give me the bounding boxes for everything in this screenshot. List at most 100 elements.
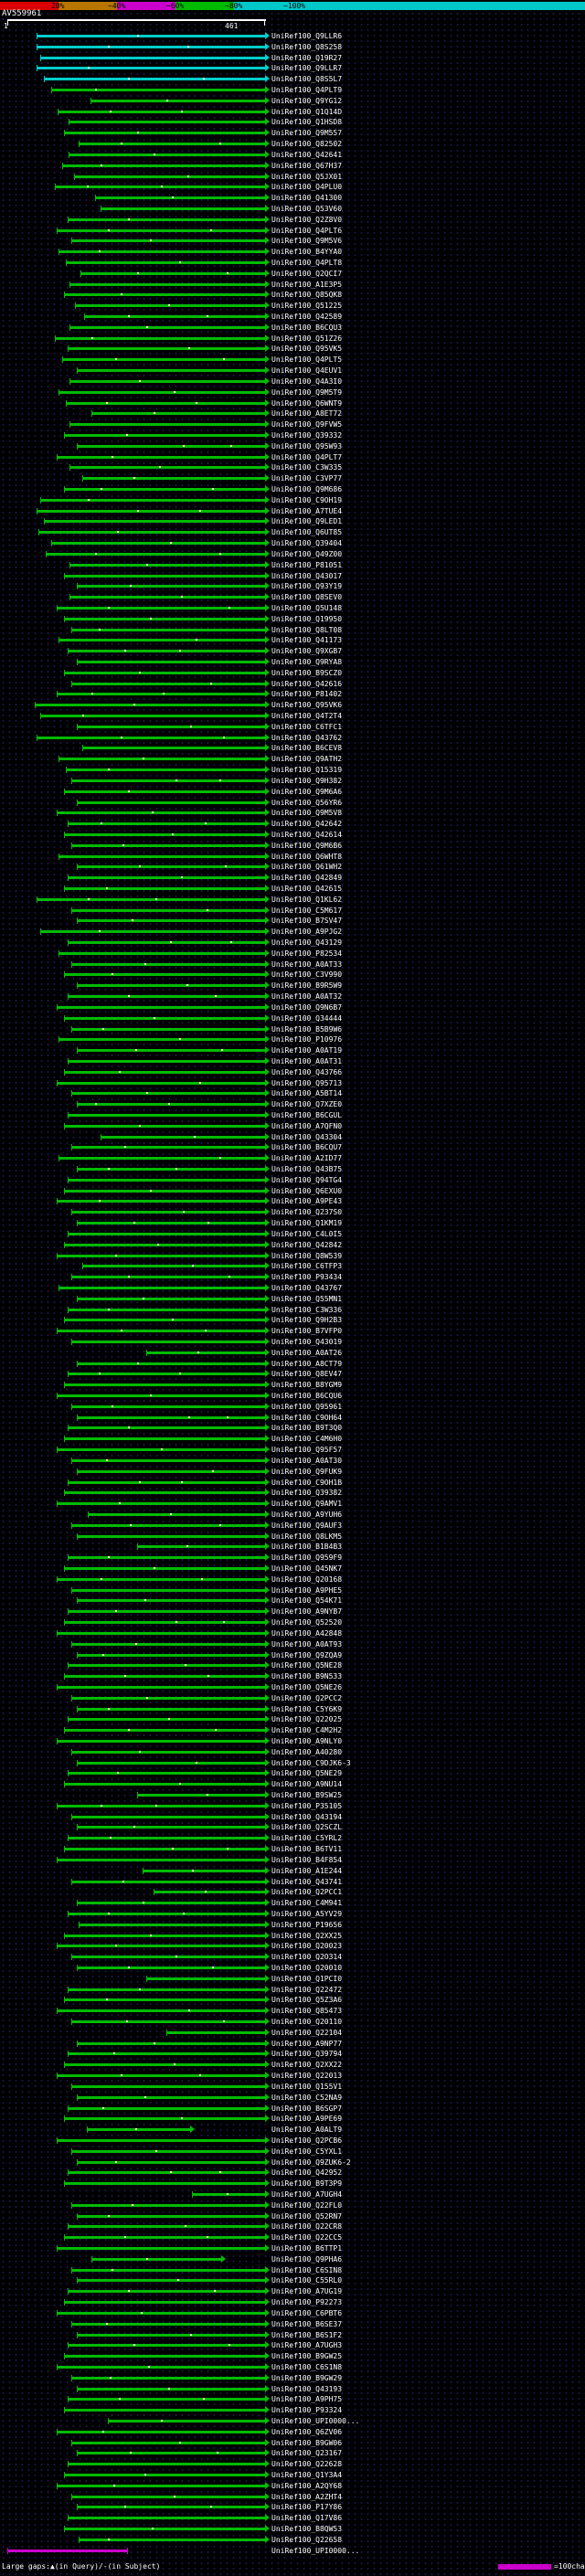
hit-bar[interactable] — [56, 2074, 265, 2078]
hit-bar[interactable] — [166, 2030, 265, 2034]
hit-label[interactable]: UniRef100_Q4PLT7 — [271, 452, 343, 461]
hit-bar[interactable] — [63, 1189, 265, 1193]
hit-bar[interactable] — [58, 1157, 265, 1161]
hit-bar[interactable] — [40, 498, 265, 502]
hit-bar[interactable] — [70, 2441, 265, 2444]
hit-bar[interactable] — [63, 832, 265, 836]
hit-bar[interactable] — [68, 650, 265, 653]
hit-label[interactable]: UniRef100_Q43766 — [271, 1067, 343, 1076]
hit-label[interactable]: UniRef100_Q42641 — [271, 150, 343, 159]
hit-label[interactable]: UniRef100_Q19950 — [271, 614, 343, 623]
hit-label[interactable]: UniRef100_Q4PLT9 — [271, 86, 343, 95]
hit-bar[interactable] — [56, 606, 265, 610]
hit-label[interactable]: UniRef100_B9GW25 — [271, 2352, 343, 2361]
hit-label[interactable]: UniRef100_B8YGM9 — [271, 1381, 343, 1390]
hit-bar[interactable] — [58, 390, 265, 394]
hit-label[interactable]: UniRef100_A9YUH6 — [271, 1510, 343, 1519]
hit-label[interactable]: UniRef100_Q51Z26 — [271, 334, 343, 343]
hit-bar[interactable] — [36, 67, 265, 70]
hit-label[interactable]: UniRef100_Q93Y19 — [271, 582, 343, 591]
hit-bar[interactable] — [70, 1211, 265, 1214]
hit-bar[interactable] — [191, 2193, 265, 2196]
hit-bar[interactable] — [77, 1826, 265, 1829]
hit-label[interactable]: UniRef100_Q9M5V6 — [271, 237, 343, 246]
hit-bar[interactable] — [77, 725, 265, 728]
hit-label[interactable]: UniRef100_A0AT33 — [271, 959, 343, 969]
hit-bar[interactable] — [70, 2020, 265, 2024]
hit-label[interactable]: UniRef100_Q6UT85 — [271, 528, 343, 537]
hit-bar[interactable] — [70, 1341, 265, 1343]
hit-bar[interactable] — [63, 2236, 265, 2240]
hit-bar[interactable] — [63, 1848, 265, 1851]
hit-bar[interactable] — [70, 779, 265, 782]
hit-label[interactable]: UniRef100_Q43304 — [271, 1132, 343, 1141]
hit-bar[interactable] — [70, 843, 265, 847]
hit-label[interactable]: UniRef100_Q1Y3A4 — [271, 2471, 343, 2480]
hit-bar[interactable] — [77, 919, 265, 923]
hit-bar[interactable] — [70, 2322, 265, 2326]
hit-bar[interactable] — [56, 1005, 265, 1009]
hit-label[interactable]: UniRef100_Q5JX01 — [271, 172, 343, 181]
hit-bar[interactable] — [56, 1330, 265, 1333]
hit-label[interactable]: UniRef100_Q8W539 — [271, 1251, 343, 1260]
hit-bar[interactable] — [68, 1178, 265, 1182]
hit-label[interactable]: UniRef100_B9SCZ0 — [271, 668, 343, 677]
hit-bar[interactable] — [70, 1880, 265, 1883]
hit-bar[interactable] — [37, 531, 265, 535]
hit-label[interactable]: UniRef100_Q9H2B3 — [271, 1316, 343, 1325]
hit-label[interactable]: UniRef100_Q42952 — [271, 2168, 343, 2178]
hit-label[interactable]: UniRef100_Q9AUF3 — [271, 1521, 343, 1530]
hit-bar[interactable] — [68, 347, 265, 351]
hit-bar[interactable] — [70, 239, 265, 243]
hit-bar[interactable] — [88, 1512, 265, 1516]
hit-bar[interactable] — [77, 800, 265, 804]
hit-label[interactable]: UniRef100_Q42616 — [271, 679, 343, 688]
hit-bar[interactable] — [68, 941, 265, 945]
hit-bar[interactable] — [146, 1977, 265, 1980]
hit-label[interactable]: UniRef100_P93434 — [271, 1273, 343, 1282]
hit-label[interactable]: UniRef100_Q22CC5 — [271, 2233, 343, 2242]
hit-label[interactable]: UniRef100_A2ZHT4 — [271, 2492, 343, 2501]
hit-label[interactable]: UniRef100_Q39794 — [271, 2050, 343, 2059]
hit-label[interactable]: UniRef100_C5YXL1 — [271, 2147, 343, 2156]
hit-bar[interactable] — [78, 2538, 265, 2541]
hit-label[interactable]: UniRef100_P19656 — [271, 1920, 343, 1929]
hit-label[interactable]: UniRef100_C9OH64 — [271, 1413, 343, 1422]
hit-label[interactable]: UniRef100_A8CT79 — [271, 1359, 343, 1368]
hit-bar[interactable] — [77, 1103, 265, 1107]
hit-bar[interactable] — [77, 2506, 265, 2509]
hit-bar[interactable] — [56, 2009, 265, 2013]
hit-bar[interactable] — [68, 153, 265, 156]
hit-label[interactable]: UniRef100_Q85QK8 — [271, 291, 343, 300]
hit-bar[interactable] — [70, 1956, 265, 1959]
hit-bar[interactable] — [68, 2398, 265, 2401]
hit-bar[interactable] — [77, 2333, 265, 2337]
hit-label[interactable]: UniRef100_Q42614 — [271, 830, 343, 839]
hit-label[interactable]: UniRef100_Q43194 — [271, 1812, 343, 1821]
hit-label[interactable]: UniRef100_Q43B75 — [271, 1165, 343, 1174]
hit-label[interactable]: UniRef100_Q9ZQA9 — [271, 1650, 343, 1659]
hit-label[interactable]: UniRef100_Q22CR8 — [271, 2222, 343, 2231]
hit-bar[interactable] — [63, 2182, 265, 2186]
hit-bar[interactable] — [68, 1308, 265, 1311]
hit-label[interactable]: UniRef100_C6TFC1 — [271, 722, 343, 731]
hit-bar[interactable] — [63, 1934, 265, 1937]
hit-label[interactable]: UniRef100_Q85473 — [271, 2007, 343, 2016]
hit-label[interactable]: UniRef100_Q95VK5 — [271, 345, 343, 354]
hit-label[interactable]: UniRef100_C9OH1B — [271, 1478, 343, 1487]
hit-bar[interactable] — [58, 1286, 265, 1289]
hit-bar[interactable] — [70, 1276, 265, 1279]
hit-label[interactable]: UniRef100_Q2XX22 — [271, 2061, 343, 2070]
hit-label[interactable]: UniRef100_Q1KL62 — [271, 895, 343, 904]
hit-label[interactable]: UniRef100_C9OH19 — [271, 495, 343, 504]
hit-bar[interactable] — [77, 2387, 265, 2390]
hit-bar[interactable] — [62, 358, 265, 362]
hit-bar[interactable] — [56, 1577, 265, 1581]
hit-label[interactable]: UniRef100_A9NP77 — [271, 2039, 343, 2048]
hit-label[interactable]: UniRef100_C6S1N8 — [271, 2362, 343, 2371]
hit-label[interactable]: UniRef100_Q9YG12 — [271, 96, 343, 105]
hit-label[interactable]: UniRef100_A5BT14 — [271, 1089, 343, 1098]
hit-bar[interactable] — [90, 412, 265, 416]
hit-bar[interactable] — [56, 2484, 265, 2487]
hit-label[interactable]: UniRef100_A7UG19 — [271, 2287, 343, 2296]
